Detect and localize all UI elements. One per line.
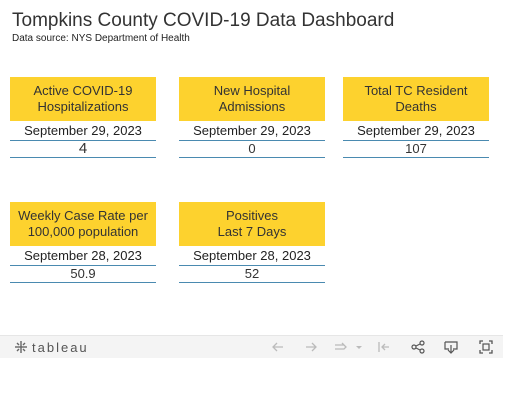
card-header: Active COVID-19 Hospitalizations — [10, 77, 156, 121]
card-weekly-case-rate: Weekly Case Rate per 100,000 population … — [10, 202, 156, 283]
card-value: 50.9 — [10, 266, 156, 283]
card-title-line2: Admissions — [218, 99, 286, 114]
revert-icon[interactable] — [333, 339, 349, 355]
card-header: New Hospital Admissions — [179, 77, 325, 121]
card-header: Total TC Resident Deaths — [343, 77, 489, 121]
card-header: Weekly Case Rate per 100,000 population — [10, 202, 156, 246]
card-title-line1: Active COVID-19 — [33, 83, 133, 98]
card-title-line2: 100,000 population — [27, 224, 139, 239]
undo-icon[interactable] — [270, 339, 286, 355]
card-value: 4 — [10, 141, 156, 158]
reset-icon[interactable] — [376, 339, 392, 355]
card-value: 107 — [343, 141, 489, 158]
tableau-logo-text: tableau — [32, 339, 89, 355]
card-title-line2: Last 7 Days — [217, 224, 287, 239]
tableau-logo[interactable]: tableau — [14, 339, 89, 355]
page-title: Tompkins County COVID-19 Data Dashboard — [12, 10, 395, 31]
card-title-line2: Deaths — [395, 99, 437, 114]
card-title-line1: Positives — [225, 208, 279, 223]
data-source: Data source: NYS Department of Health — [12, 33, 190, 44]
card-total-deaths: Total TC Resident Deaths September 29, 2… — [343, 77, 489, 158]
card-date: September 28, 2023 — [10, 247, 156, 266]
card-value: 52 — [179, 266, 325, 283]
card-active-hospitalizations: Active COVID-19 Hospitalizations Septemb… — [10, 77, 156, 158]
card-positives-7-days: Positives Last 7 Days September 28, 2023… — [179, 202, 325, 283]
fullscreen-icon[interactable] — [478, 339, 494, 355]
card-header: Positives Last 7 Days — [179, 202, 325, 246]
card-title-line1: New Hospital — [213, 83, 291, 98]
card-value: 0 — [179, 141, 325, 158]
card-title-line1: Weekly Case Rate per — [18, 208, 148, 223]
tableau-logo-icon — [15, 341, 27, 353]
card-date: September 29, 2023 — [10, 122, 156, 141]
card-date: September 29, 2023 — [343, 122, 489, 141]
card-title-line2: Hospitalizations — [37, 99, 129, 114]
share-icon[interactable] — [410, 339, 426, 355]
tableau-toolbar: tableau — [0, 335, 503, 358]
card-date: September 28, 2023 — [179, 247, 325, 266]
card-date: September 29, 2023 — [179, 122, 325, 141]
card-title-line1: Total TC Resident — [364, 83, 468, 98]
download-icon[interactable] — [443, 339, 459, 355]
card-new-admissions: New Hospital Admissions September 29, 20… — [179, 77, 325, 158]
dropdown-icon[interactable] — [354, 339, 364, 355]
redo-icon[interactable] — [303, 339, 319, 355]
